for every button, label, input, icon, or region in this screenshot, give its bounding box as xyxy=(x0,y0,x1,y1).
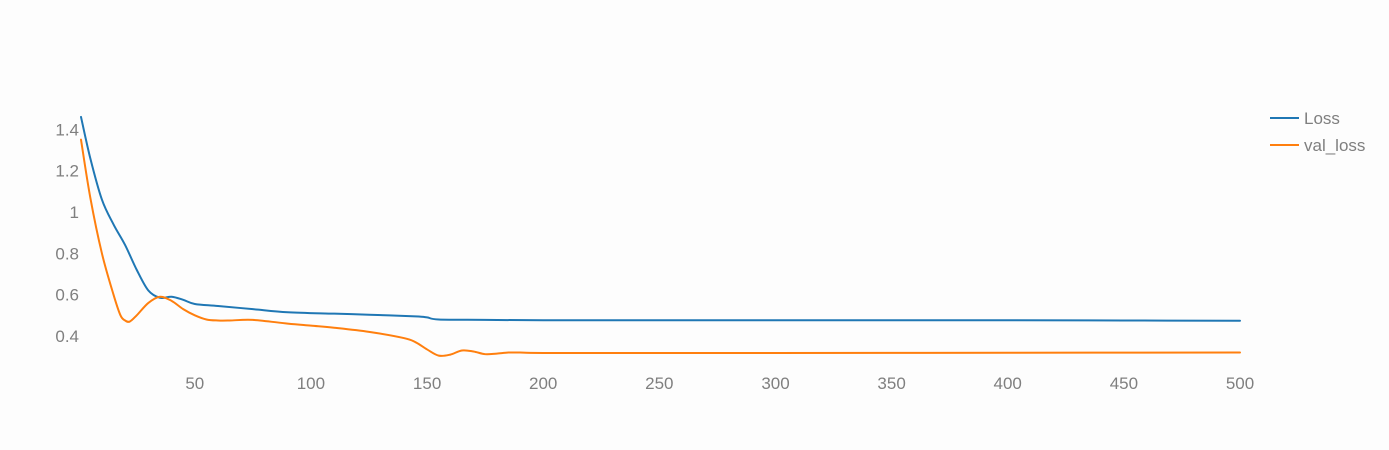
x-tick-label: 50 xyxy=(185,374,204,393)
legend: Loss val_loss xyxy=(1270,109,1365,155)
x-axis-tick-labels: 50 100 150 200 250 300 350 400 450 500 xyxy=(185,374,1254,393)
y-tick-label: 0.6 xyxy=(55,286,79,305)
y-tick-label: 0.8 xyxy=(55,244,79,263)
x-tick-label: 100 xyxy=(297,374,325,393)
legend-label: Loss xyxy=(1304,109,1340,128)
x-tick-label: 250 xyxy=(645,374,673,393)
legend-item[interactable]: val_loss xyxy=(1270,136,1365,155)
x-tick-label: 200 xyxy=(529,374,557,393)
series-lines xyxy=(80,115,1241,357)
x-tick-label: 400 xyxy=(994,374,1022,393)
x-tick-label: 450 xyxy=(1110,374,1138,393)
x-tick-label: 500 xyxy=(1226,374,1254,393)
x-tick-label: 300 xyxy=(761,374,789,393)
series-line-loss xyxy=(80,115,1241,322)
series-line-val-loss xyxy=(80,138,1241,357)
y-axis-tick-labels: 0.4 0.6 0.8 1 1.2 1.4 xyxy=(55,120,79,346)
x-tick-label: 150 xyxy=(413,374,441,393)
y-tick-label: 1 xyxy=(70,203,79,222)
legend-item[interactable]: Loss xyxy=(1270,109,1340,128)
y-tick-label: 1.4 xyxy=(55,120,79,139)
y-tick-label: 1.2 xyxy=(55,162,79,181)
legend-label: val_loss xyxy=(1304,136,1365,155)
x-tick-label: 350 xyxy=(877,374,905,393)
y-tick-label: 0.4 xyxy=(55,327,79,346)
